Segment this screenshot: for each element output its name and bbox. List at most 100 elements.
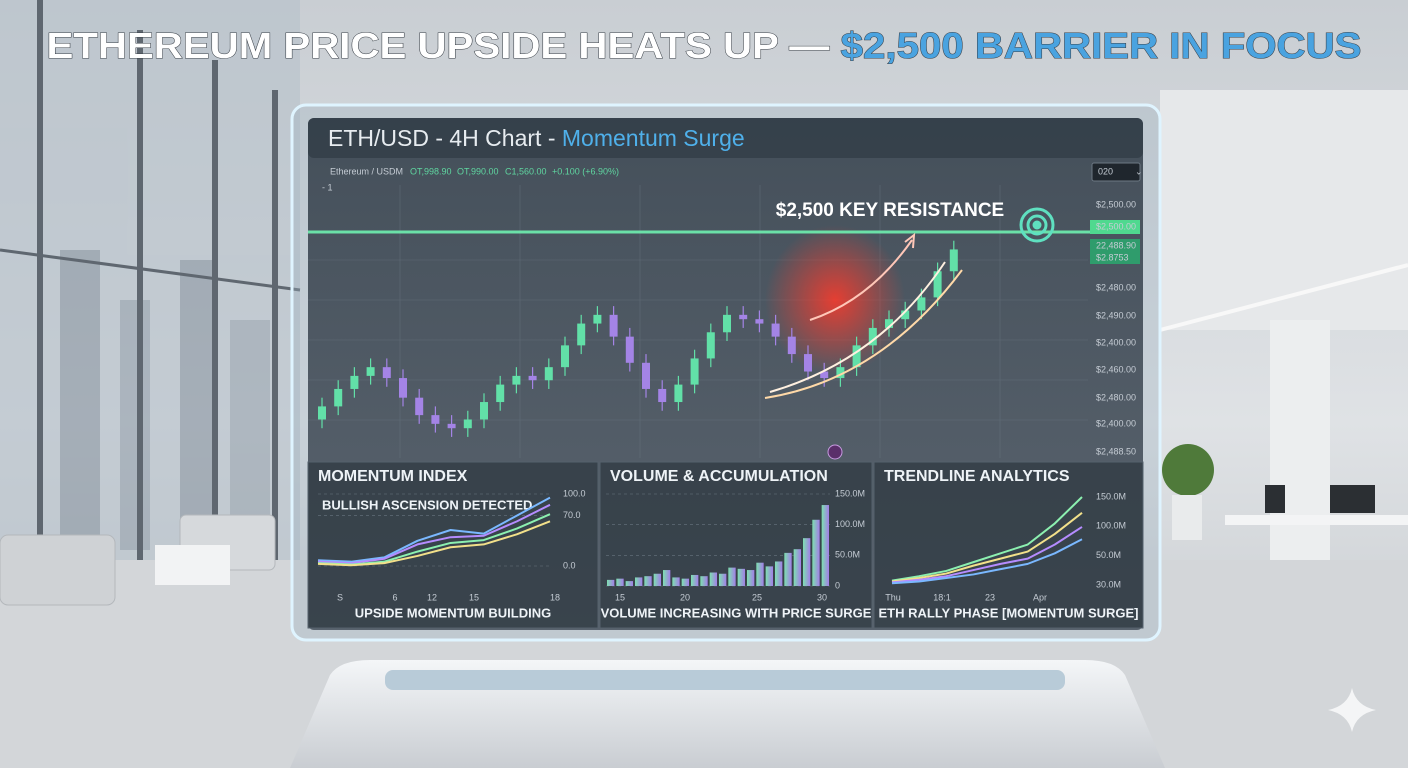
series-line xyxy=(891,526,1083,584)
candle-body xyxy=(415,397,424,416)
candle-body xyxy=(917,297,926,311)
x-tick-label: 23 xyxy=(985,592,995,602)
panel xyxy=(599,461,873,629)
price-highlight xyxy=(1090,239,1140,252)
trend-curve xyxy=(764,269,963,399)
candle-body xyxy=(496,384,505,403)
panel-subtitle: BULLISH ASCENSION DETECTED xyxy=(322,497,532,512)
candle-body xyxy=(528,375,537,381)
price-label: $2,500.00 xyxy=(1096,199,1136,209)
x-tick-label: 15 xyxy=(469,592,479,602)
y-tick-label: 150.0M xyxy=(1096,491,1126,501)
x-tick-label: Apr xyxy=(1033,592,1047,602)
candle-body xyxy=(658,388,667,403)
candle-body xyxy=(804,354,812,372)
series-line xyxy=(317,503,551,565)
screen-header: ETH/USD - 4H Chart - Momentum Surge xyxy=(328,125,745,151)
price-highlight xyxy=(1090,220,1140,234)
price-label: $2,460.00 xyxy=(1096,364,1136,374)
header-lead: ETH/USD - 4H Chart - xyxy=(328,125,562,151)
price-label: $2,480.00 xyxy=(1096,392,1136,402)
candle-body xyxy=(447,423,456,429)
volume-bar xyxy=(616,578,624,586)
ticker-close: C1,560.00 xyxy=(505,166,547,176)
volume-bar xyxy=(663,570,671,586)
candle-body xyxy=(642,362,650,389)
candle-body xyxy=(350,375,359,389)
dropdown-label[interactable]: 020 xyxy=(1098,166,1113,176)
candle-body xyxy=(820,371,829,379)
window-frames xyxy=(0,0,301,560)
panel-title: TRENDLINE ANALYTICS xyxy=(884,468,1070,485)
x-tick-label: 30 xyxy=(817,592,827,602)
y-tick-label: 0 xyxy=(835,580,840,590)
x-tick-label: 25 xyxy=(752,592,762,602)
panels: MOMENTUM INDEX BULLISH ASCENSION DETECTED… xyxy=(307,461,1144,629)
volume-bar xyxy=(765,566,773,586)
volume-bar xyxy=(700,576,708,586)
volume-bar xyxy=(681,578,689,586)
dropdown[interactable] xyxy=(1091,162,1141,182)
volume-bar xyxy=(747,570,755,586)
volume-bar xyxy=(737,568,745,586)
candle-body xyxy=(577,323,586,346)
ticker-change: +0.100 (+6.90%) xyxy=(552,166,619,176)
headline-lead: ETHEREUM PRICE UPSIDE HEATS UP — xyxy=(47,25,841,66)
panel-caption: ETH RALLY PHASE [MOMENTUM SURGE] xyxy=(878,605,1138,620)
volume-bar xyxy=(607,579,615,586)
volume-bar xyxy=(635,577,643,586)
furniture xyxy=(0,90,1408,606)
target-icon xyxy=(1019,207,1055,243)
pedestal-slot xyxy=(385,670,1065,690)
candle-body xyxy=(366,367,375,376)
candle-body xyxy=(512,375,521,385)
candle-body xyxy=(609,314,618,337)
price-label: 22,488.90 xyxy=(1096,240,1136,250)
x-tick-label: 18:1 xyxy=(933,592,951,602)
candle-body xyxy=(674,384,683,403)
candle-body xyxy=(480,402,488,420)
candle-body xyxy=(885,319,893,328)
candle-body xyxy=(723,314,731,333)
volume-bar xyxy=(728,567,736,586)
candle-body xyxy=(399,378,407,398)
candle-body xyxy=(561,345,569,368)
trend-curve xyxy=(769,261,946,393)
volume-bar xyxy=(812,519,820,586)
candle-body xyxy=(463,419,472,429)
price-label: $2,488.50 xyxy=(1096,446,1136,456)
volume-bar xyxy=(756,562,764,586)
y-tick-label: 50.0M xyxy=(835,550,860,560)
y-tick-label: 100.0M xyxy=(835,519,865,529)
y-tick-label: 50.0M xyxy=(1096,550,1121,560)
candle-body xyxy=(901,310,910,320)
y-tick-label: 0.0 xyxy=(563,560,576,570)
x-tick-label: 20 xyxy=(680,592,690,602)
x-tick-label: 6 xyxy=(392,592,397,602)
candle-body xyxy=(544,367,553,381)
ticker-symbol: Ethereum / USDM xyxy=(330,166,403,176)
volume-bar xyxy=(709,572,717,586)
candle-body xyxy=(755,319,764,324)
candle-body xyxy=(771,323,780,337)
candle-body xyxy=(334,388,343,407)
candle-body xyxy=(933,271,942,298)
candle-body xyxy=(318,406,326,420)
volume-bar xyxy=(719,573,727,586)
headline-accent: $2,500 BARRIER IN FOCUS xyxy=(841,25,1362,66)
ticker-open: OT,998.90 xyxy=(410,166,452,176)
header-accent: Momentum Surge xyxy=(562,125,745,151)
y-tick-label: 70.0 xyxy=(563,510,581,520)
x-tick-label: 12 xyxy=(427,592,437,602)
volume-bar xyxy=(775,561,783,586)
ticker-row: Ethereum / USDM OT,998.90 OT,990.00 C1,5… xyxy=(322,166,619,192)
x-tick-label: S xyxy=(337,592,343,602)
y-tick-label: 30.0M xyxy=(1096,579,1121,589)
candle-body xyxy=(949,249,958,272)
dropdown-caret[interactable]: ⌄ xyxy=(1135,166,1143,176)
x-tick-label: 18 xyxy=(550,592,560,602)
arrow xyxy=(809,232,916,321)
ticker-high: OT,990.00 xyxy=(457,166,499,176)
price-highlight xyxy=(1090,251,1140,264)
volume-bar xyxy=(691,574,699,586)
